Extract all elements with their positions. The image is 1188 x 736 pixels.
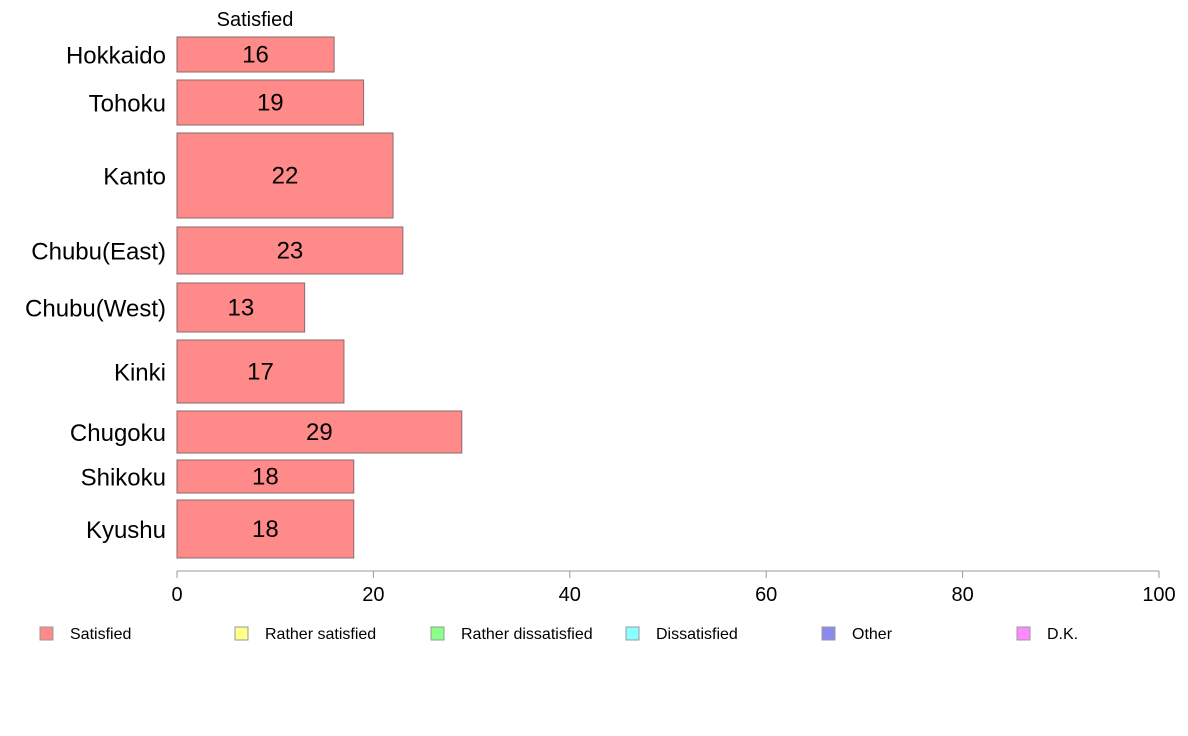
legend-swatch <box>430 626 445 641</box>
category-label: Kanto <box>103 164 166 191</box>
bar-tohoku <box>176 79 365 126</box>
bar-kyushu <box>176 499 355 559</box>
bar-hokkaido <box>176 36 335 73</box>
category-label: Chubu(West) <box>25 296 166 323</box>
legend-label: Satisfied <box>70 626 131 643</box>
x-tick-label: 40 <box>559 584 581 606</box>
bar-shikoku <box>176 459 355 494</box>
bar-value-label: 22 <box>272 163 299 190</box>
series-header: Satisfied <box>217 9 294 31</box>
legend-swatch <box>39 626 54 641</box>
bar-value-label: 18 <box>252 516 279 543</box>
legend-label: Rather dissatisfied <box>461 626 593 643</box>
legend-swatch <box>234 626 249 641</box>
category-label: Hokkaido <box>66 43 166 70</box>
bar-value-label: 18 <box>252 464 279 491</box>
x-tick-label: 60 <box>755 584 777 606</box>
x-tick-label: 80 <box>951 584 973 606</box>
x-axis: 0 20 40 60 80 100 <box>171 570 1176 606</box>
bar-value-label: 17 <box>247 359 274 386</box>
bar-chubu-west <box>176 282 306 333</box>
bar-kanto <box>176 132 394 219</box>
x-tick-label: 100 <box>1142 584 1175 606</box>
bar-value-label: 23 <box>277 238 304 265</box>
bar-value-label: 16 <box>242 42 269 69</box>
legend-swatch <box>625 626 640 641</box>
category-label: Tohoku <box>89 91 166 118</box>
x-tick-label: 20 <box>362 584 384 606</box>
legend-label: Other <box>852 626 893 643</box>
bars-group: 16 Hokkaido 19 Tohoku 22 Kanto 23 Chubu(East) 13… <box>25 36 463 559</box>
bar-chubu-east <box>176 226 404 275</box>
category-label: Shikoku <box>81 465 166 492</box>
bar-chugoku <box>176 410 463 454</box>
bar-kinki <box>176 339 345 404</box>
category-label: Kinki <box>114 360 166 387</box>
legend-label: D.K. <box>1047 626 1078 643</box>
legend-swatch <box>1016 626 1031 641</box>
category-label: Kyushu <box>86 517 166 544</box>
bar-value-label: 19 <box>257 90 284 117</box>
category-label: Chubu(East) <box>31 239 166 266</box>
bar-value-label: 29 <box>306 419 333 446</box>
category-label: Chugoku <box>70 420 166 447</box>
x-tick-label: 0 <box>171 584 182 606</box>
legend-label: Rather satisfied <box>265 626 376 643</box>
legend: Satisfied Rather satisfied Rather dissatis… <box>39 626 1078 643</box>
legend-swatch <box>821 626 836 641</box>
legend-label: Dissatisfied <box>656 626 738 643</box>
bar-value-label: 13 <box>227 295 254 322</box>
